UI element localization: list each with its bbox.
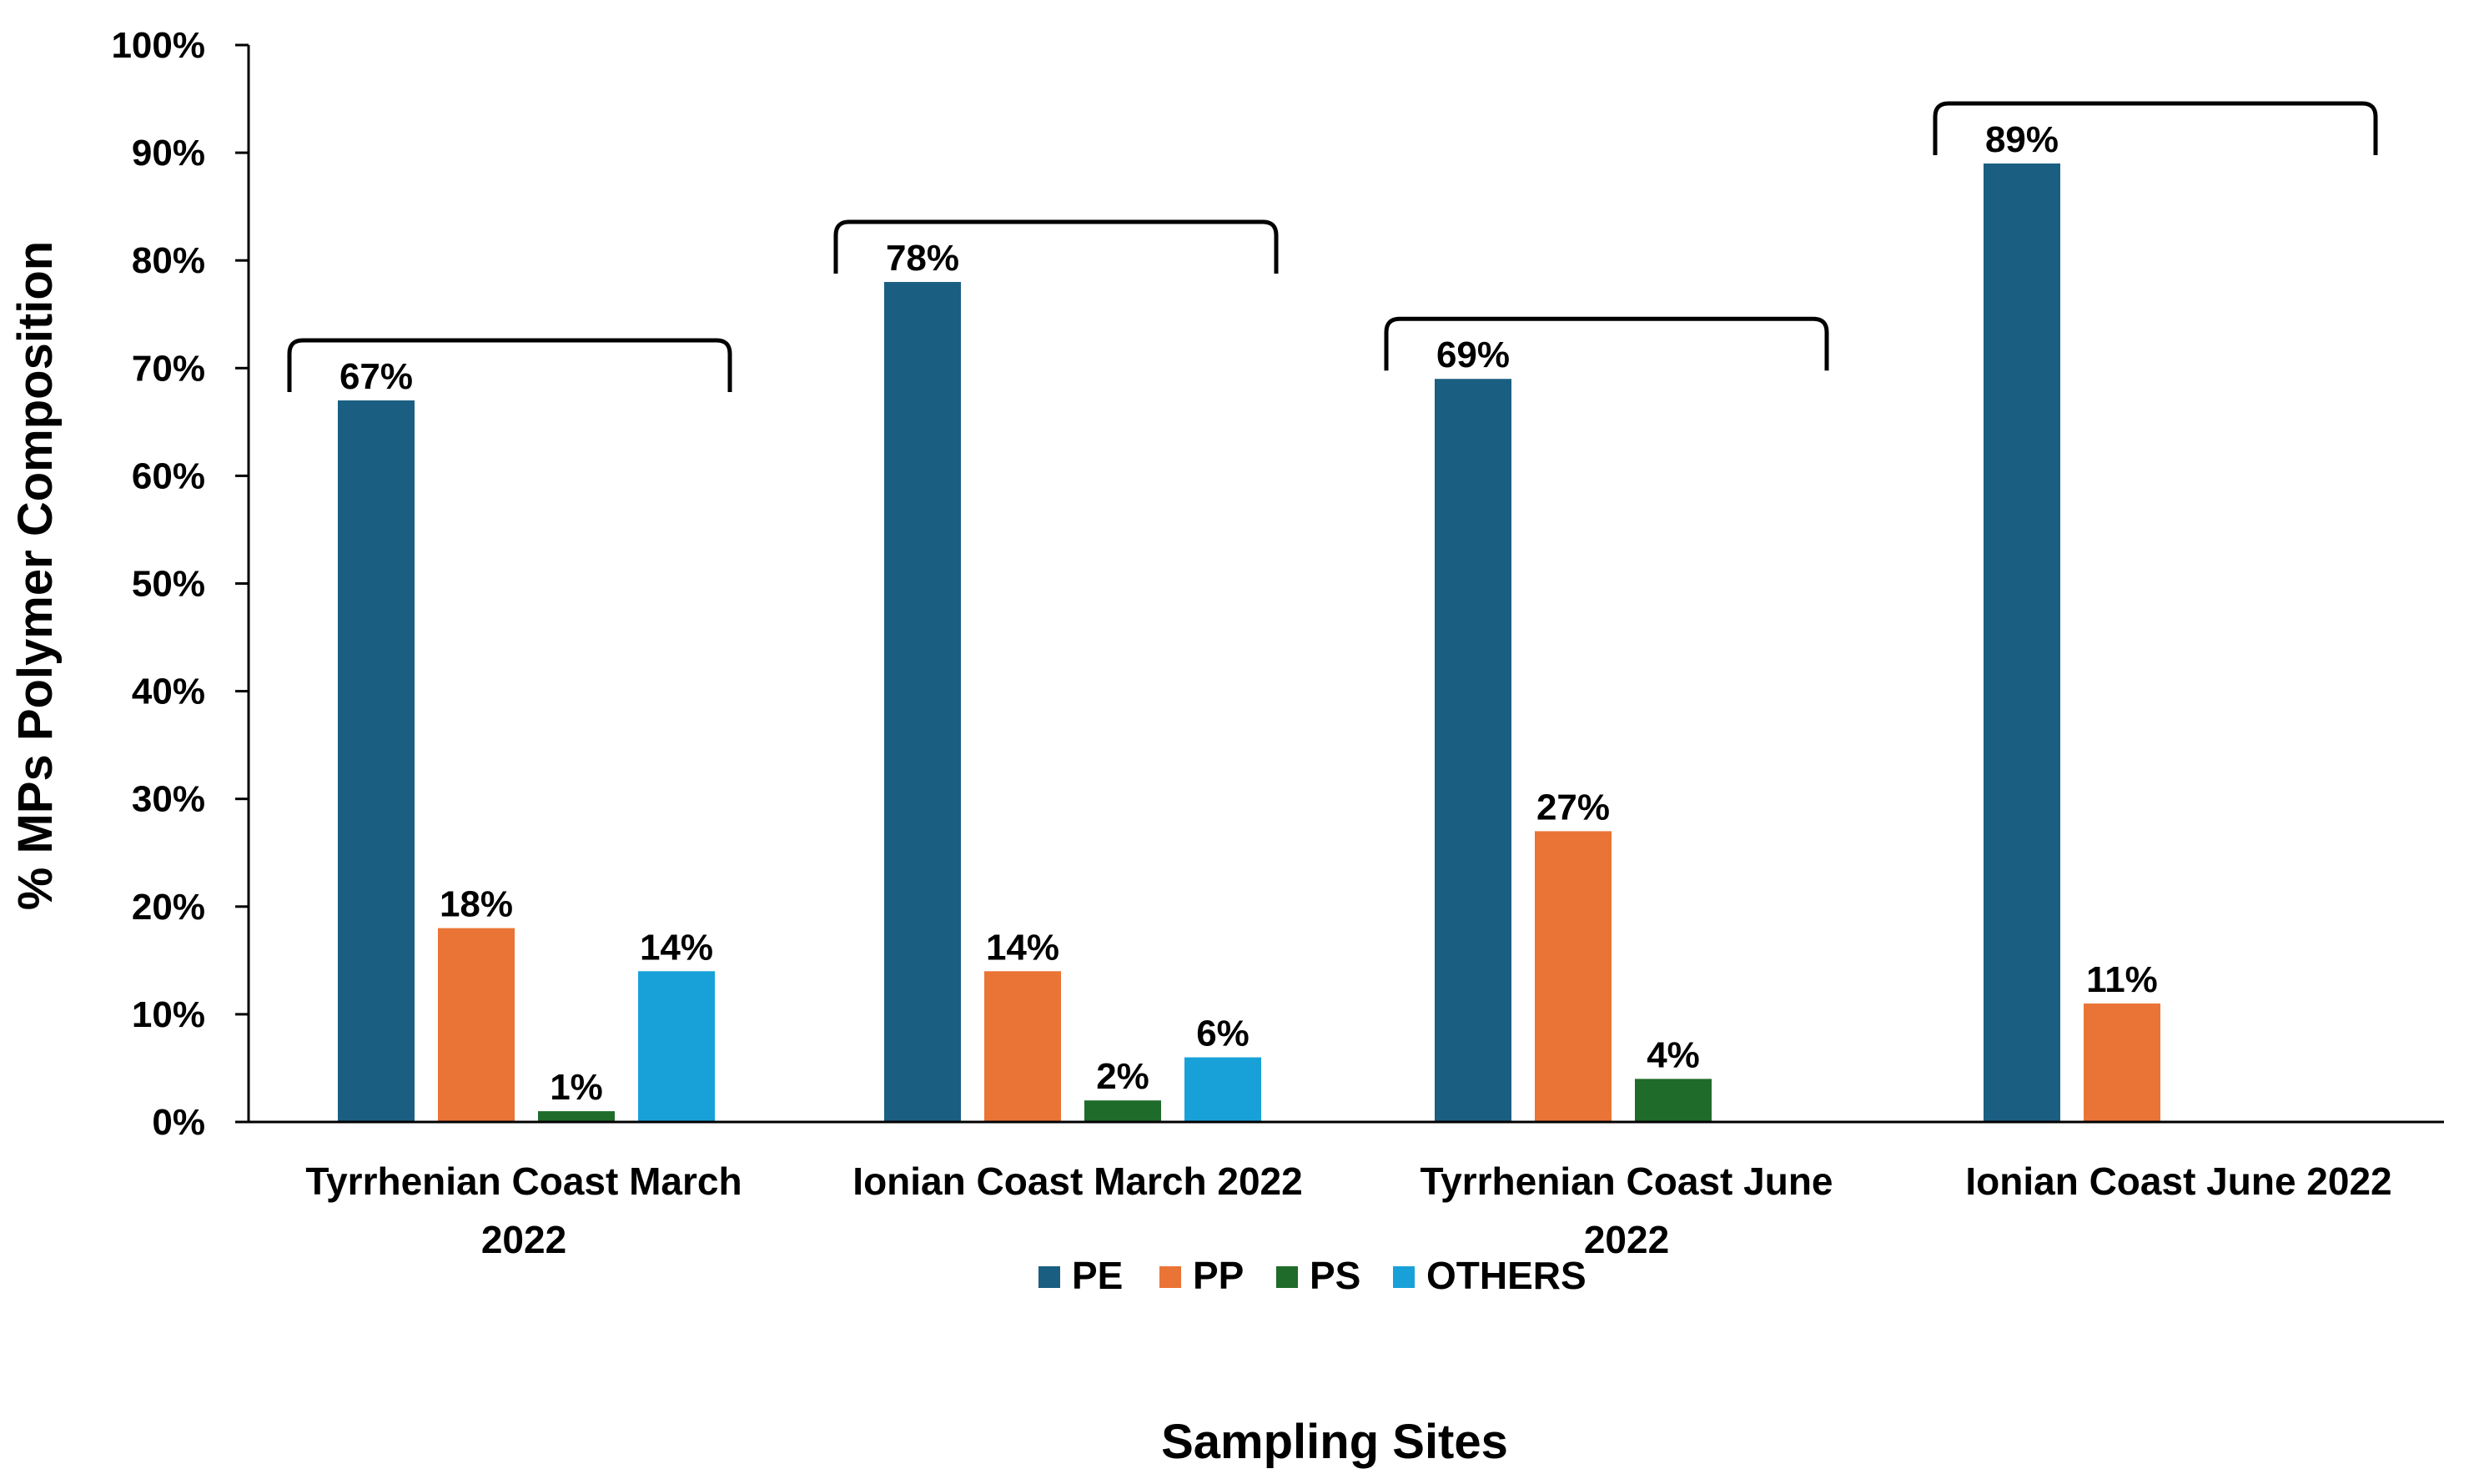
data-label: 69% <box>1436 335 1510 375</box>
legend-label: PE <box>1072 1254 1123 1297</box>
legend-item-ps: PS <box>1276 1254 1360 1297</box>
x-category-label: Ionian Coast June 2022 <box>1965 1160 2391 1203</box>
data-label: 11% <box>2086 959 2158 1000</box>
y-tick-label: 60% <box>132 455 205 496</box>
data-label: 78% <box>886 238 959 279</box>
y-tick-label: 30% <box>132 779 205 820</box>
legend-item-others: OTHERS <box>1393 1254 1586 1297</box>
legend: PE PP PS OTHERS <box>1038 1254 1586 1297</box>
y-tick-label: 0% <box>152 1102 205 1143</box>
legend-label: OTHERS <box>1426 1254 1586 1297</box>
x-category-label: Tyrrhenian Coast March <box>305 1160 742 1203</box>
group-bracket <box>1933 101 2378 156</box>
legend-swatch <box>1393 1266 1415 1288</box>
legend-item-pe: PE <box>1038 1254 1123 1297</box>
x-category-label: Ionian Coast March 2022 <box>852 1160 1302 1203</box>
bar-ps-1 <box>538 1111 615 1122</box>
x-category-label: Tyrrhenian Coast June <box>1420 1160 1833 1203</box>
data-label: 1% <box>550 1067 603 1108</box>
y-axis: 0% 10% 20% 30% 40% 50% 60% 70% 80% 90% 100% <box>111 25 250 1143</box>
bar-others-1 <box>638 971 715 1122</box>
legend-swatch <box>1276 1266 1298 1288</box>
bar-pe-3 <box>1435 379 1511 1123</box>
group-bracket <box>833 219 1279 274</box>
data-label: 6% <box>1196 1014 1250 1054</box>
legend-swatch <box>1038 1266 1060 1288</box>
legend-label: PP <box>1193 1254 1244 1297</box>
y-tick-label: 50% <box>132 564 205 605</box>
y-axis-title-group: % MPs Polymer Composition <box>8 241 63 910</box>
bar-pe-4 <box>1984 163 2060 1122</box>
bar-pp-1 <box>438 928 515 1122</box>
data-label: 14% <box>640 927 713 968</box>
data-label: 18% <box>440 884 513 925</box>
bar-pe-1 <box>338 400 415 1122</box>
bar-pp-2 <box>984 971 1061 1122</box>
bar-ps-2 <box>1084 1100 1161 1122</box>
y-axis-title: % MPs Polymer Composition <box>8 241 63 910</box>
legend-item-pp: PP <box>1159 1254 1244 1297</box>
bar-ps-3 <box>1635 1079 1712 1122</box>
x-category-label: 2022 <box>1584 1218 1669 1261</box>
group-bracket <box>287 338 732 393</box>
data-labels: 67% 18% 1% 14% 78% 14% 2% 6% 69% 27% 4% 89% 11% <box>339 119 2158 1108</box>
data-label: 27% <box>1536 787 1610 828</box>
x-axis-title: Sampling Sites <box>1161 1415 1508 1469</box>
y-tick-label: 10% <box>132 994 205 1035</box>
y-tick-label: 70% <box>132 348 205 389</box>
x-axis: Tyrrhenian Coast March 2022 Ionian Coast M… <box>249 1120 2444 1261</box>
data-label: 89% <box>1985 119 2059 160</box>
group-brackets <box>287 101 2378 393</box>
y-tick-label: 20% <box>132 887 205 928</box>
group-bracket <box>1384 316 1829 371</box>
x-category-label: 2022 <box>481 1218 566 1261</box>
legend-swatch <box>1159 1266 1181 1288</box>
data-label: 14% <box>986 927 1059 968</box>
bar-pe-2 <box>884 282 961 1122</box>
data-label: 67% <box>339 356 413 397</box>
bar-pp-4 <box>2084 1003 2160 1122</box>
bar-others-2 <box>1184 1057 1261 1122</box>
y-tick-label: 40% <box>132 672 205 712</box>
data-label: 2% <box>1096 1056 1149 1097</box>
y-tick-label: 80% <box>132 240 205 281</box>
y-tick-label: 100% <box>111 25 205 66</box>
legend-label: PS <box>1310 1254 1360 1297</box>
y-tick-label: 90% <box>132 133 205 174</box>
bars <box>338 163 2160 1123</box>
bar-pp-3 <box>1535 831 1612 1122</box>
data-label: 4% <box>1647 1034 1700 1075</box>
